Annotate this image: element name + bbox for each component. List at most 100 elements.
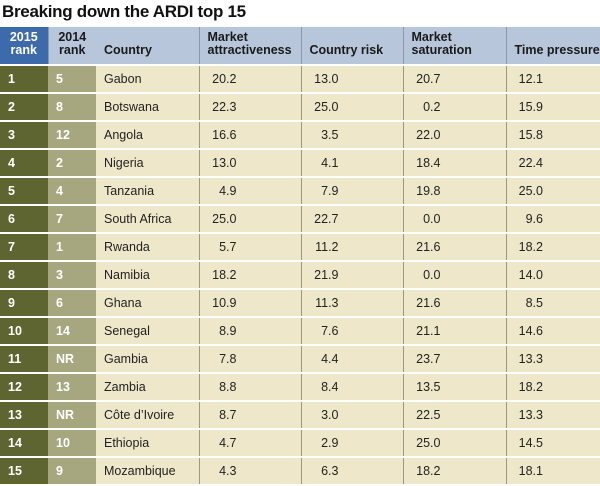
market-saturation-cell: 0.0	[402, 260, 506, 289]
market-attractiveness-cell: 4.7	[198, 428, 301, 457]
market-attractiveness-cell: 18.2	[198, 260, 301, 289]
rank-2014-cell: 8	[48, 92, 96, 121]
rank-2015-cell: 7	[0, 232, 48, 261]
table-row: 14 10 Ethiopia 4.7 2.9 25.0 14.5	[0, 428, 600, 457]
country-cell: Ghana	[96, 288, 199, 317]
time-pressure-cell: 12.1	[505, 64, 600, 93]
time-pressure-cell: 13.3	[505, 400, 600, 429]
country-cell: Tanzania	[96, 176, 199, 205]
table-row: 13 NR Côte d’Ivoire 8.7 3.0 22.5 13.3	[0, 400, 600, 429]
rank-2014-cell: 12	[48, 120, 96, 149]
rank-2015-cell: 8	[0, 260, 48, 289]
time-pressure-cell: 18.2	[505, 232, 600, 261]
market-attractiveness-cell: 16.6	[198, 120, 301, 149]
rank-2014-cell: 3	[48, 260, 96, 289]
market-attractiveness-cell: 7.8	[198, 344, 301, 373]
market-attractiveness-cell: 25.0	[198, 204, 301, 233]
country-cell: Ethiopia	[96, 428, 199, 457]
market-saturation-cell: 21.6	[402, 288, 506, 317]
rank-2014-cell: NR	[48, 400, 96, 429]
market-saturation-cell: 23.7	[402, 344, 506, 373]
country-risk-cell: 4.1	[300, 148, 403, 177]
country-risk-cell: 21.9	[300, 260, 403, 289]
country-risk-cell: 6.3	[300, 456, 403, 484]
rank-2014-cell: NR	[48, 344, 96, 373]
table-row: 8 3 Namibia 18.2 21.9 0.0 14.0	[0, 260, 600, 289]
market-attractiveness-cell: 22.3	[198, 92, 301, 121]
country-risk-cell: 4.4	[300, 344, 403, 373]
table-row: 6 7 South Africa 25.0 22.7 0.0 9.6	[0, 204, 600, 233]
market-attractiveness-cell: 8.9	[198, 316, 301, 345]
time-pressure-cell: 22.4	[505, 148, 600, 177]
country-cell: Gambia	[96, 344, 199, 373]
country-cell: Mozambique	[96, 456, 199, 484]
time-pressure-cell: 25.0	[505, 176, 600, 205]
market-saturation-cell: 19.8	[402, 176, 506, 205]
time-pressure-cell: 13.3	[505, 344, 600, 373]
time-pressure-cell: 9.6	[505, 204, 600, 233]
rank-2015-cell: 2	[0, 92, 48, 121]
rank-2014-cell: 13	[48, 372, 96, 401]
rank-2014-cell: 1	[48, 232, 96, 261]
table-row: 4 2 Nigeria 13.0 4.1 18.4 22.4	[0, 148, 600, 177]
country-risk-cell: 11.3	[300, 288, 403, 317]
rank-2014-cell: 2	[48, 148, 96, 177]
country-cell: South Africa	[96, 204, 199, 233]
table-row: 9 6 Ghana 10.9 11.3 21.6 8.5	[0, 288, 600, 317]
country-risk-cell: 7.6	[300, 316, 403, 345]
country-cell: Rwanda	[96, 232, 199, 261]
market-saturation-cell: 13.5	[402, 372, 506, 401]
market-attractiveness-cell: 8.8	[198, 372, 301, 401]
rank-2015-cell: 6	[0, 204, 48, 233]
country-cell: Zambia	[96, 372, 199, 401]
time-pressure-cell: 14.5	[505, 428, 600, 457]
time-pressure-cell: 15.9	[505, 92, 600, 121]
country-risk-cell: 25.0	[300, 92, 403, 121]
country-risk-cell: 13.0	[300, 64, 403, 93]
market-saturation-cell: 21.6	[402, 232, 506, 261]
time-pressure-cell: 15.8	[505, 120, 600, 149]
time-pressure-cell: 8.5	[505, 288, 600, 317]
country-cell: Gabon	[96, 64, 199, 93]
table-row: 1 5 Gabon 20.2 13.0 20.7 12.1	[0, 64, 600, 93]
country-cell: Namibia	[96, 260, 199, 289]
rank-2015-cell: 4	[0, 148, 48, 177]
country-cell: Senegal	[96, 316, 199, 345]
rank-2015-cell: 5	[0, 176, 48, 205]
market-saturation-cell: 22.5	[402, 400, 506, 429]
rank-2014-cell: 14	[48, 316, 96, 345]
header-market-saturation: Market saturation	[402, 27, 506, 65]
country-risk-cell: 3.5	[300, 120, 403, 149]
rank-2015-cell: 13	[0, 400, 48, 429]
market-saturation-cell: 22.0	[402, 120, 506, 149]
rank-2014-cell: 9	[48, 456, 96, 484]
country-risk-cell: 7.9	[300, 176, 403, 205]
country-risk-cell: 8.4	[300, 372, 403, 401]
rank-2015-cell: 12	[0, 372, 48, 401]
rank-2014-cell: 10	[48, 428, 96, 457]
header-country: Country	[96, 27, 199, 65]
market-attractiveness-cell: 4.9	[198, 176, 301, 205]
market-saturation-cell: 0.2	[402, 92, 506, 121]
table-row: 11 NR Gambia 7.8 4.4 23.7 13.3	[0, 344, 600, 373]
table-row: 5 4 Tanzania 4.9 7.9 19.8 25.0	[0, 176, 600, 205]
country-risk-cell: 11.2	[300, 232, 403, 261]
table-row: 7 1 Rwanda 5.7 11.2 21.6 18.2	[0, 232, 600, 261]
country-cell: Angola	[96, 120, 199, 149]
rank-2014-cell: 4	[48, 176, 96, 205]
market-attractiveness-cell: 13.0	[198, 148, 301, 177]
market-saturation-cell: 25.0	[402, 428, 506, 457]
ardi-table: 2015 rank 2014 rank Country Market attra…	[0, 27, 600, 484]
market-saturation-cell: 18.2	[402, 456, 506, 484]
time-pressure-cell: 14.0	[505, 260, 600, 289]
time-pressure-cell: 18.2	[505, 372, 600, 401]
rank-2015-cell: 10	[0, 316, 48, 345]
table-row: 2 8 Botswana 22.3 25.0 0.2 15.9	[0, 92, 600, 121]
market-saturation-cell: 18.4	[402, 148, 506, 177]
rank-2014-cell: 6	[48, 288, 96, 317]
market-saturation-cell: 21.1	[402, 316, 506, 345]
header-market-attractiveness: Market attractiveness	[198, 27, 301, 65]
rank-2015-cell: 1	[0, 64, 48, 93]
market-attractiveness-cell: 5.7	[198, 232, 301, 261]
rank-2015-cell: 15	[0, 456, 48, 484]
